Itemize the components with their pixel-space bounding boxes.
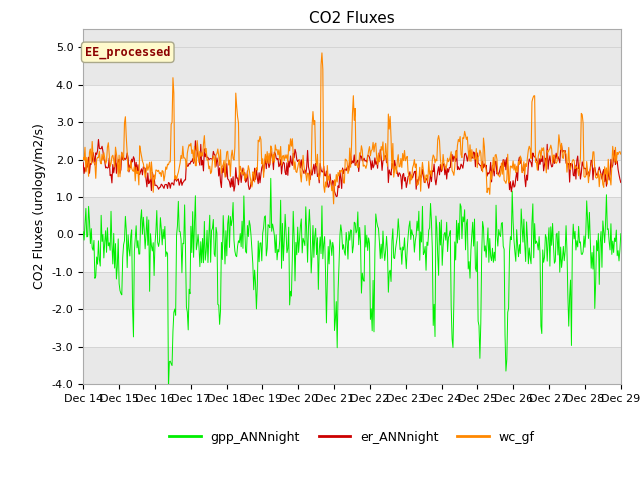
wc_gf <box>318 50 326 56</box>
wc_gf <box>79 155 87 160</box>
er_ANNnight <box>617 180 625 185</box>
wc_gf <box>617 151 625 157</box>
Bar <box>83 309 621 347</box>
wc_gf <box>175 169 182 175</box>
gpp_ANNnight <box>617 231 625 237</box>
gpp_ANNnight <box>440 231 448 237</box>
er_ANNnight <box>218 166 226 171</box>
gpp_ANNnight <box>175 228 183 234</box>
Y-axis label: CO2 Fluxes (urology/m2/s): CO2 Fluxes (urology/m2/s) <box>33 123 46 289</box>
gpp_ANNnight <box>164 385 172 391</box>
wc_gf <box>330 201 337 207</box>
er_ANNnight <box>175 182 183 188</box>
Title: CO2 Fluxes: CO2 Fluxes <box>309 11 395 26</box>
er_ANNnight <box>398 186 406 192</box>
Legend: gpp_ANNnight, er_ANNnight, wc_gf: gpp_ANNnight, er_ANNnight, wc_gf <box>164 426 540 449</box>
er_ANNnight <box>486 168 493 174</box>
gpp_ANNnight <box>324 244 332 250</box>
wc_gf <box>323 163 331 168</box>
wc_gf <box>440 160 448 166</box>
er_ANNnight <box>323 180 331 185</box>
er_ANNnight <box>79 160 87 166</box>
gpp_ANNnight <box>398 262 406 267</box>
er_ANNnight <box>332 194 340 200</box>
Line: gpp_ANNnight: gpp_ANNnight <box>83 179 621 388</box>
gpp_ANNnight <box>486 236 493 241</box>
Bar <box>83 160 621 197</box>
Line: er_ANNnight: er_ANNnight <box>83 140 621 197</box>
Bar <box>83 197 621 234</box>
wc_gf <box>398 165 406 170</box>
wc_gf <box>486 192 493 197</box>
gpp_ANNnight <box>79 229 87 235</box>
Bar <box>83 272 621 309</box>
Bar <box>83 347 621 384</box>
er_ANNnight <box>440 161 448 167</box>
Bar <box>83 29 621 85</box>
Bar <box>83 85 621 122</box>
er_ANNnight <box>95 137 102 143</box>
gpp_ANNnight <box>267 176 275 181</box>
Bar <box>83 234 621 272</box>
Bar <box>83 122 621 160</box>
gpp_ANNnight <box>218 257 226 263</box>
Line: wc_gf: wc_gf <box>83 53 621 204</box>
Text: EE_processed: EE_processed <box>85 46 170 59</box>
wc_gf <box>218 170 225 176</box>
